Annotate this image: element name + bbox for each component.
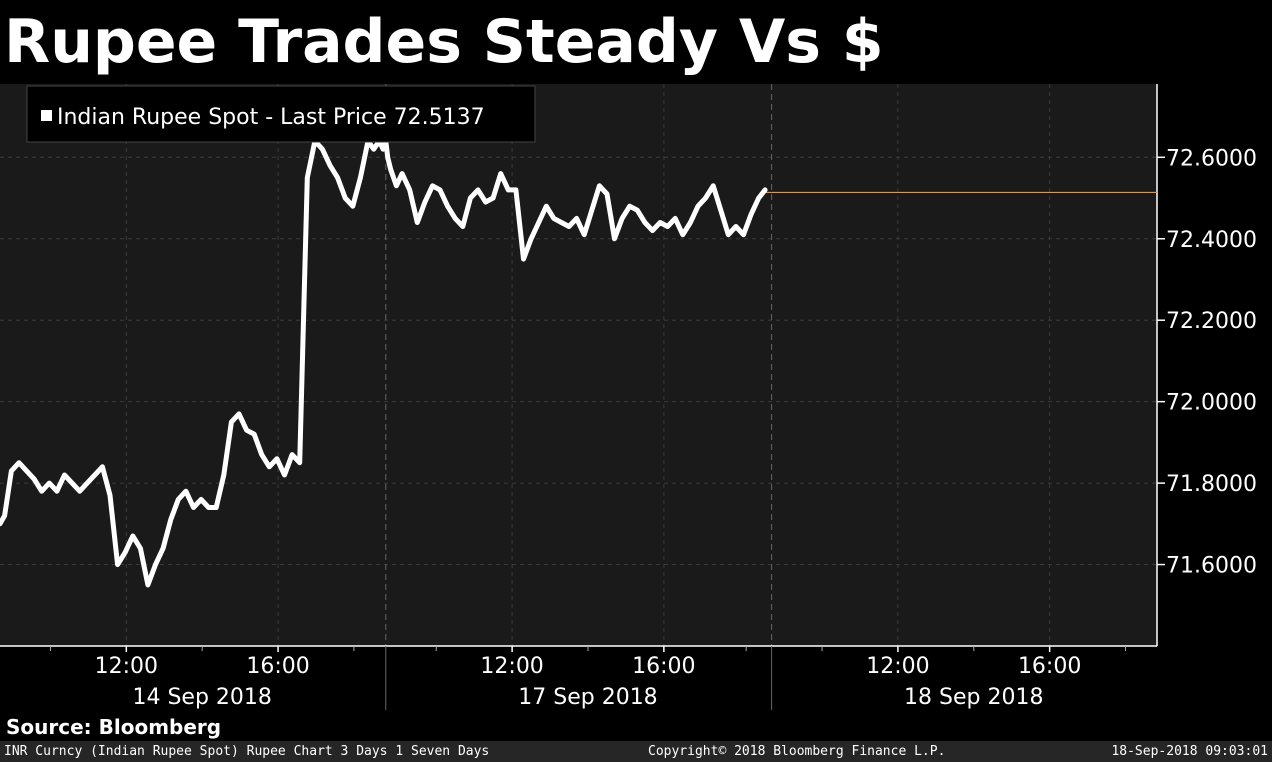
x-day-label: 17 Sep 2018 xyxy=(518,685,657,710)
series-line-indian-rupee-spot xyxy=(0,138,768,588)
x-day-label: 14 Sep 2018 xyxy=(132,685,271,710)
y-tick-label: 72.6000 xyxy=(1166,146,1257,171)
footer-copyright: Copyright© 2018 Bloomberg Finance L.P. xyxy=(648,744,946,759)
legend: Indian Rupee Spot - Last Price 72.5137 xyxy=(26,85,536,143)
y-tick-label: 72.2000 xyxy=(1166,309,1257,334)
y-tick-label: 72.0000 xyxy=(1166,391,1257,416)
x-tick-label: 12:00 xyxy=(95,654,158,679)
footer-bar: INR Curncy (Indian Rupee Spot) Rupee Cha… xyxy=(0,741,1272,762)
y-axis-ticks: 71.6000 71.8000 72.0000 72.2000 72.4000 72.60… xyxy=(1157,146,1257,579)
plot-area xyxy=(0,84,1157,646)
x-tick-label: 16:00 xyxy=(632,654,695,679)
y-tick-label: 71.8000 xyxy=(1166,472,1257,497)
chart-title: Rupee Trades Steady Vs $ xyxy=(4,7,884,77)
footer-security-description: INR Curncy (Indian Rupee Spot) Rupee Cha… xyxy=(4,744,490,759)
x-day-label: 18 Sep 2018 xyxy=(904,685,1043,710)
footer-timestamp: 18-Sep-2018 09:03:01 xyxy=(1111,744,1268,759)
legend-swatch xyxy=(41,110,52,121)
x-tick-label: 12:00 xyxy=(480,654,543,679)
axes xyxy=(0,84,1158,647)
grid-lines xyxy=(0,84,1157,646)
legend-label: Indian Rupee Spot - Last Price 72.5137 xyxy=(57,105,485,130)
x-tick-label: 16:00 xyxy=(1018,654,1081,679)
chart: 71.6000 71.8000 72.0000 72.2000 72.4000 72.60… xyxy=(0,84,1257,710)
y-tick-label: 71.6000 xyxy=(1166,554,1257,579)
x-axis-ticks: 12:00 16:00 14 Sep 2018 12:00 16:00 17 Sep 20… xyxy=(49,646,1127,710)
y-tick-label: 72.4000 xyxy=(1166,228,1257,253)
source-label: Source: Bloomberg xyxy=(6,715,222,739)
x-tick-label: 16:00 xyxy=(246,654,309,679)
x-tick-label: 12:00 xyxy=(866,654,929,679)
